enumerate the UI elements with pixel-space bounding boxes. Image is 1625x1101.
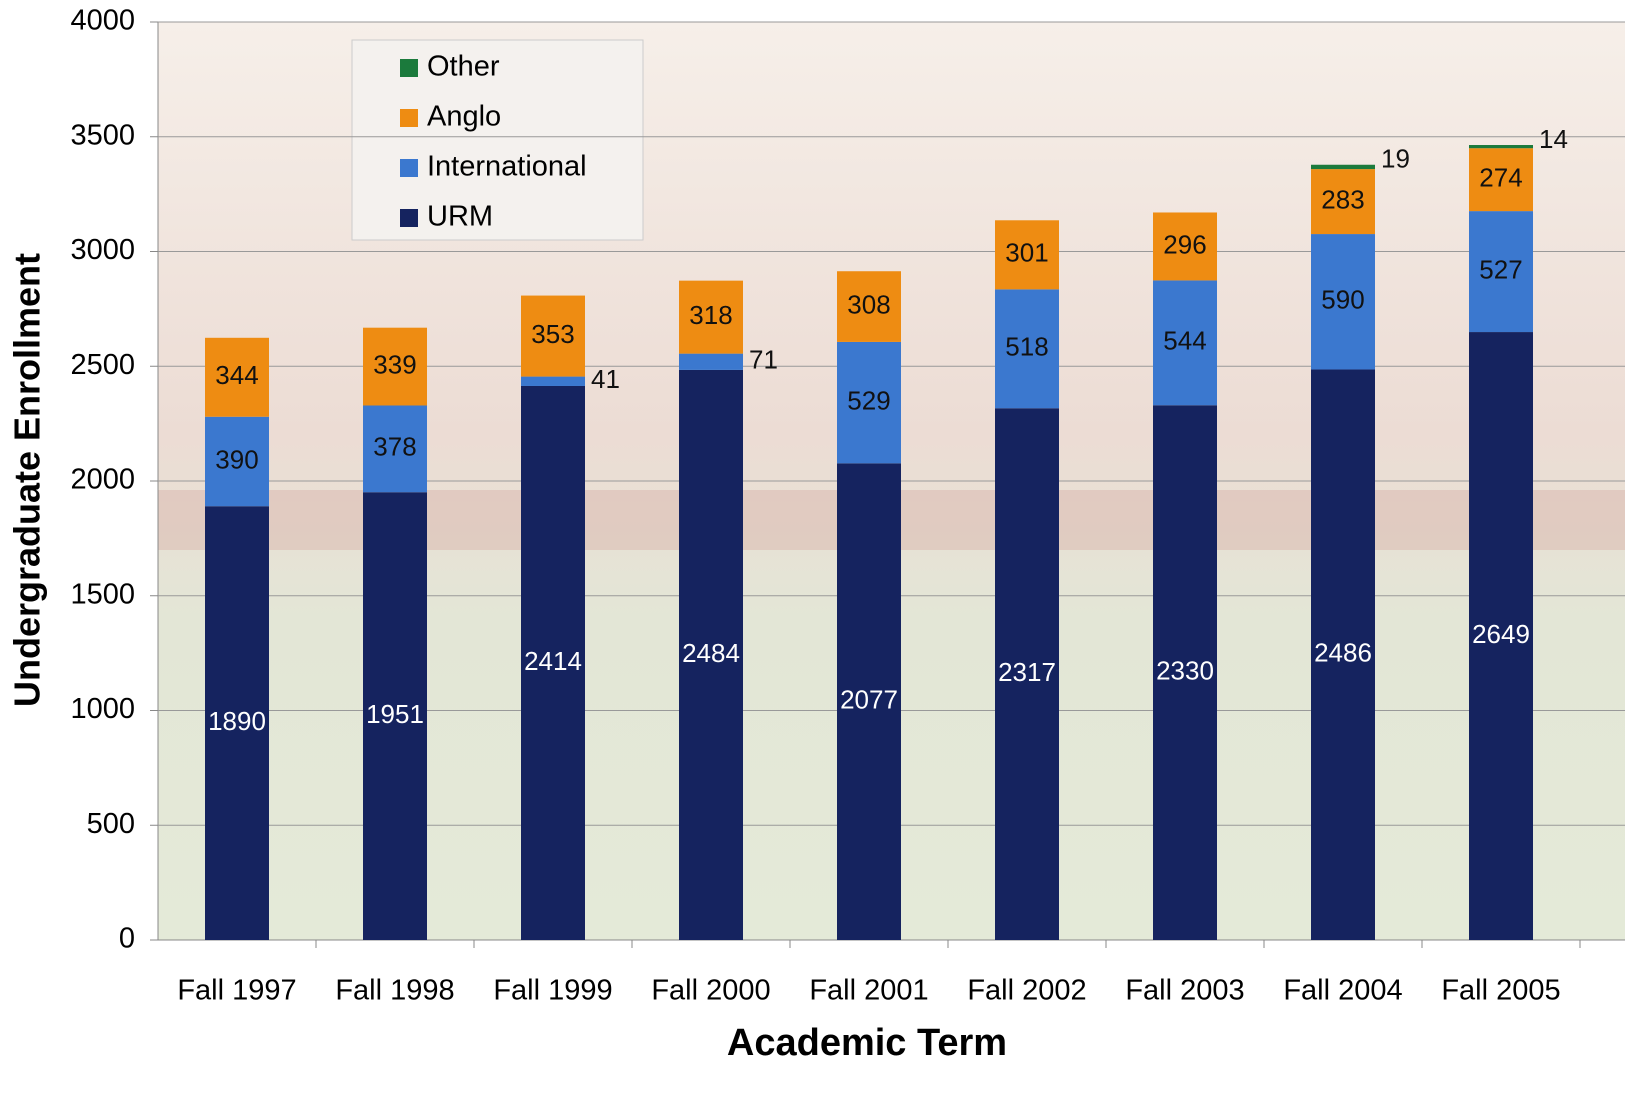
legend-box [351, 39, 644, 241]
data-label: 274 [1479, 163, 1522, 193]
data-label: 2649 [1472, 619, 1530, 649]
bar-segment [679, 369, 743, 940]
y-tick-label: 0 [119, 923, 135, 955]
legend-label: International [427, 151, 587, 183]
x-tick-label: Fall 2005 [1441, 975, 1560, 1007]
bar-segment [995, 220, 1059, 290]
legend-label: Anglo [427, 101, 501, 133]
data-label: 344 [215, 360, 258, 390]
data-label: 318 [689, 300, 732, 330]
legend-swatch [400, 159, 418, 177]
data-label: 518 [1005, 332, 1048, 362]
bar-segment [1469, 145, 1533, 149]
legend-swatch [400, 59, 418, 77]
data-label: 2330 [1156, 656, 1214, 686]
bar-segment [1153, 212, 1217, 281]
data-label: 308 [847, 289, 890, 319]
data-label: 390 [215, 444, 258, 474]
bar-segment [837, 271, 901, 342]
legend-label: Other [427, 51, 500, 83]
legend: Other Anglo International URM [351, 39, 644, 241]
bar-segment [1311, 369, 1375, 940]
data-label: 14 [1539, 124, 1568, 154]
y-tick-label: 2000 [70, 464, 135, 496]
bar-segment [837, 463, 901, 940]
bar-segment [1153, 280, 1217, 406]
y-tick-label: 500 [87, 808, 135, 840]
bar-segment [521, 295, 585, 377]
bar-segment [1469, 211, 1533, 333]
x-tick-label: Fall 1999 [493, 975, 612, 1007]
x-tick-label: Fall 2000 [651, 975, 770, 1007]
y-tick-label: 4000 [70, 5, 135, 37]
data-label: 544 [1163, 326, 1206, 356]
bar-segment [521, 385, 585, 940]
bar-segment [995, 408, 1059, 940]
data-label: 1951 [366, 699, 424, 729]
y-axis-title: Undergraduate Enrollment [7, 253, 48, 707]
bar-segment [1311, 164, 1375, 170]
y-tick-label: 1000 [70, 693, 135, 725]
y-tick-label: 2500 [70, 349, 135, 381]
bar-segment [205, 416, 269, 507]
data-label: 2317 [998, 657, 1056, 687]
x-tick-label: Fall 2001 [809, 975, 928, 1007]
bar-segment [995, 289, 1059, 409]
data-label: 19 [1381, 144, 1410, 174]
legend-swatch [400, 209, 418, 227]
data-label: 283 [1321, 184, 1364, 214]
bar-segment [679, 280, 743, 354]
y-tick-label: 3500 [70, 119, 135, 151]
data-label: 590 [1321, 285, 1364, 315]
data-label: 2077 [840, 685, 898, 715]
data-label: 71 [749, 345, 778, 375]
data-label: 2414 [524, 646, 582, 676]
x-tick-label: Fall 1997 [177, 975, 296, 1007]
bar-segment [205, 506, 269, 940]
x-tick-label: Fall 2004 [1283, 975, 1402, 1007]
bar-segment [521, 376, 585, 386]
bar-segment [1311, 169, 1375, 235]
bar-segment [679, 353, 743, 370]
x-tick-label: Fall 1998 [335, 975, 454, 1007]
data-label: 1890 [208, 706, 266, 736]
legend-swatch [400, 109, 418, 127]
x-tick-label: Fall 2003 [1125, 975, 1244, 1007]
data-label: 296 [1163, 229, 1206, 259]
bar-segment [205, 337, 269, 417]
data-label: 353 [531, 319, 574, 349]
bar-segment [1469, 148, 1533, 212]
data-label: 527 [1479, 254, 1522, 284]
bar-segment [363, 492, 427, 940]
bar-segment [837, 341, 901, 464]
bar-segment [363, 327, 427, 406]
data-label: 2484 [682, 638, 740, 668]
data-label: 339 [373, 349, 416, 379]
y-tick-label: 3000 [70, 234, 135, 266]
bar-segment [1311, 234, 1375, 370]
y-tick-label: 1500 [70, 578, 135, 610]
bar-segment [363, 405, 427, 493]
data-label: 378 [373, 432, 416, 462]
bar-segment [1153, 405, 1217, 940]
legend-label: URM [427, 201, 493, 233]
x-tick-label: Fall 2002 [967, 975, 1086, 1007]
data-label: 2486 [1314, 638, 1372, 668]
x-axis-title: Academic Term [727, 1022, 1007, 1064]
data-label: 301 [1005, 238, 1048, 268]
bar-segment [1469, 332, 1533, 940]
data-label: 529 [847, 386, 890, 416]
data-label: 41 [591, 364, 620, 394]
